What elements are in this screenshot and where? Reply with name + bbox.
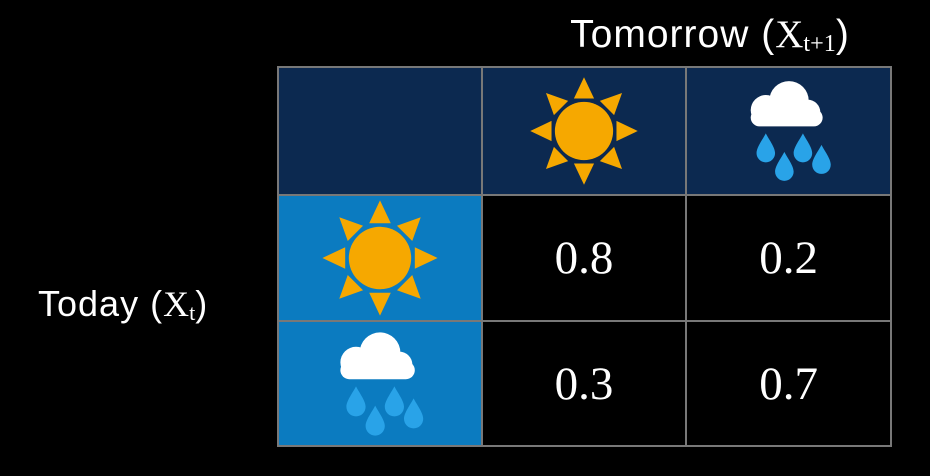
sun-icon	[530, 77, 638, 185]
corner-cell	[279, 68, 481, 194]
header-rainy-cell	[687, 68, 890, 194]
tomorrow-subscript: t+1	[803, 30, 836, 58]
prob-rain-to-rain: 0.7	[687, 322, 890, 445]
prob-sun-to-rain: 0.2	[687, 195, 890, 321]
today-paren-close: )	[195, 283, 209, 324]
prob-sun-to-sun: 0.8	[482, 195, 686, 321]
sun-icon	[322, 200, 438, 316]
row-rainy-label-cell	[279, 322, 481, 445]
tomorrow-variable: Xt+1	[775, 13, 836, 58]
today-subscript: t	[189, 300, 196, 326]
header-sunny-cell	[482, 68, 686, 194]
transition-matrix-table: 0.8 0.2 0.3 0.7	[277, 66, 892, 447]
today-variable: Xt	[163, 284, 196, 326]
tomorrow-axis-label: Tomorrow (Xt+1)	[500, 12, 920, 57]
tomorrow-paren-close: )	[835, 13, 850, 56]
row-sunny-label-cell	[279, 195, 481, 321]
today-word: Today	[38, 283, 140, 324]
tomorrow-paren-open: (	[761, 13, 776, 56]
rain-cloud-icon	[750, 80, 831, 181]
today-axis-label: Today (Xt)	[38, 283, 208, 325]
today-paren-open: (	[150, 283, 164, 324]
tomorrow-word: Tomorrow	[570, 13, 750, 56]
rain-cloud-icon	[340, 332, 424, 436]
prob-rain-to-sun: 0.3	[482, 322, 686, 445]
